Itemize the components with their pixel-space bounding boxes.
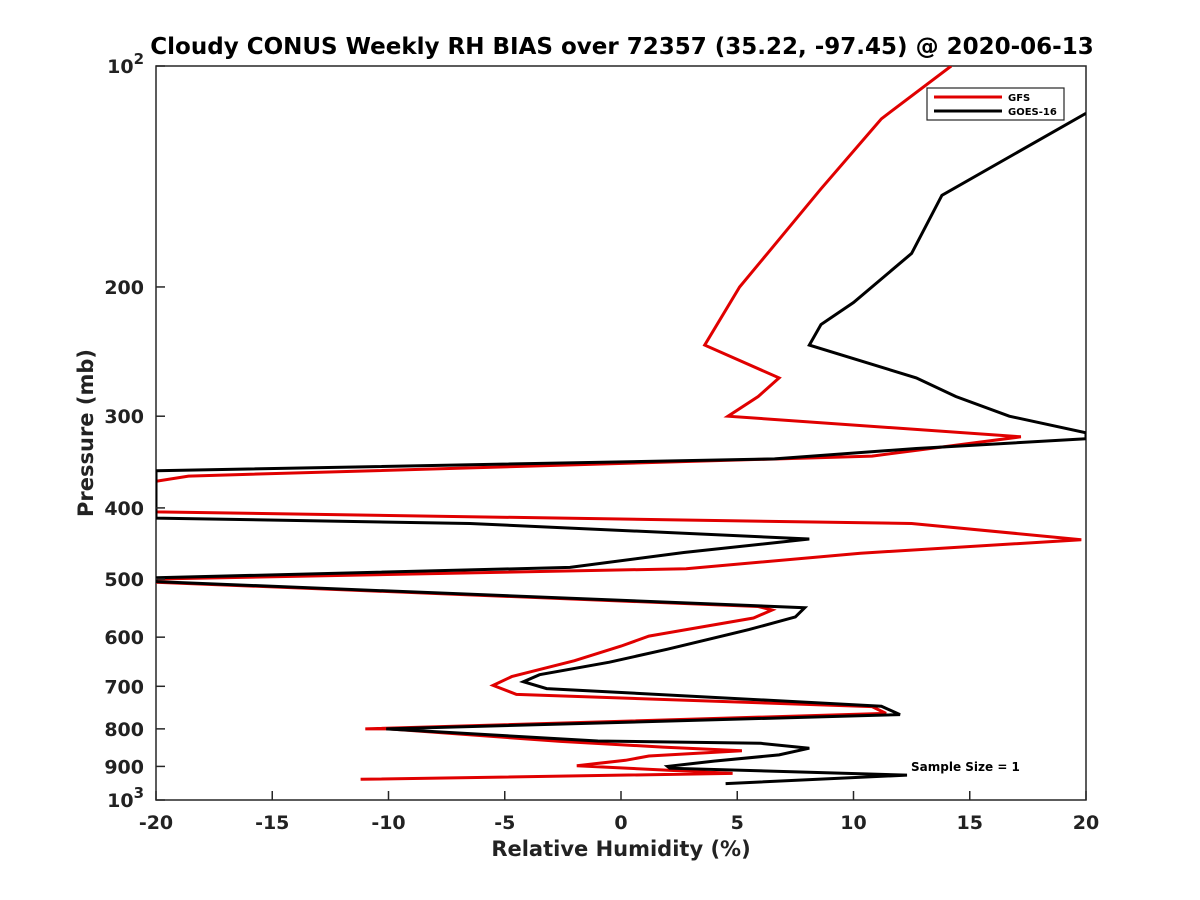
y-tick-label: 200 <box>104 277 144 299</box>
sample-size-annotation: Sample Size = 1 <box>911 760 1020 774</box>
y-power-label: 103 <box>107 784 144 812</box>
x-tick-label: -5 <box>494 812 515 834</box>
y-tick-label: 800 <box>104 719 144 741</box>
series-line-gfs <box>156 66 1082 781</box>
x-tick-label: 5 <box>731 812 744 834</box>
legend-label-goes16: GOES-16 <box>1008 107 1057 118</box>
chart-title: Cloudy CONUS Weekly RH BIAS over 72357 (… <box>150 34 1093 60</box>
y-tick-label: 400 <box>104 498 144 520</box>
plot-area: -20 -15 -10 -5 0 5 10 15 20 200 300 400 500 600 700 80… <box>104 50 1099 834</box>
y-tick-label: 900 <box>104 756 144 778</box>
x-tick-label: 20 <box>1073 812 1099 834</box>
series-line-goes16 <box>156 111 1086 786</box>
y-power-label: 102 <box>107 50 144 78</box>
y-tick-label: 300 <box>104 406 144 428</box>
y-ticks: 200 300 400 500 600 700 800 900 102 103 <box>104 50 165 812</box>
y-tick-label: 700 <box>104 676 144 698</box>
series-layer <box>156 66 1086 786</box>
y-tick-label: 600 <box>104 627 144 649</box>
legend: GFS GOES-16 <box>926 87 1065 121</box>
y-axis-label: Pressure (mb) <box>74 349 98 517</box>
x-axis-label: Relative Humidity (%) <box>491 837 750 861</box>
legend-label-gfs: GFS <box>1008 93 1030 104</box>
x-tick-label: 0 <box>614 812 627 834</box>
y-tick-label: 500 <box>104 569 144 591</box>
x-tick-label: -15 <box>255 812 289 834</box>
x-tick-label: -20 <box>139 812 173 834</box>
x-ticks: -20 -15 -10 -5 0 5 10 15 20 <box>139 791 1099 834</box>
x-tick-label: 10 <box>840 812 866 834</box>
x-tick-label: 15 <box>957 812 983 834</box>
x-tick-label: -10 <box>371 812 405 834</box>
legend-box <box>926 87 1065 121</box>
